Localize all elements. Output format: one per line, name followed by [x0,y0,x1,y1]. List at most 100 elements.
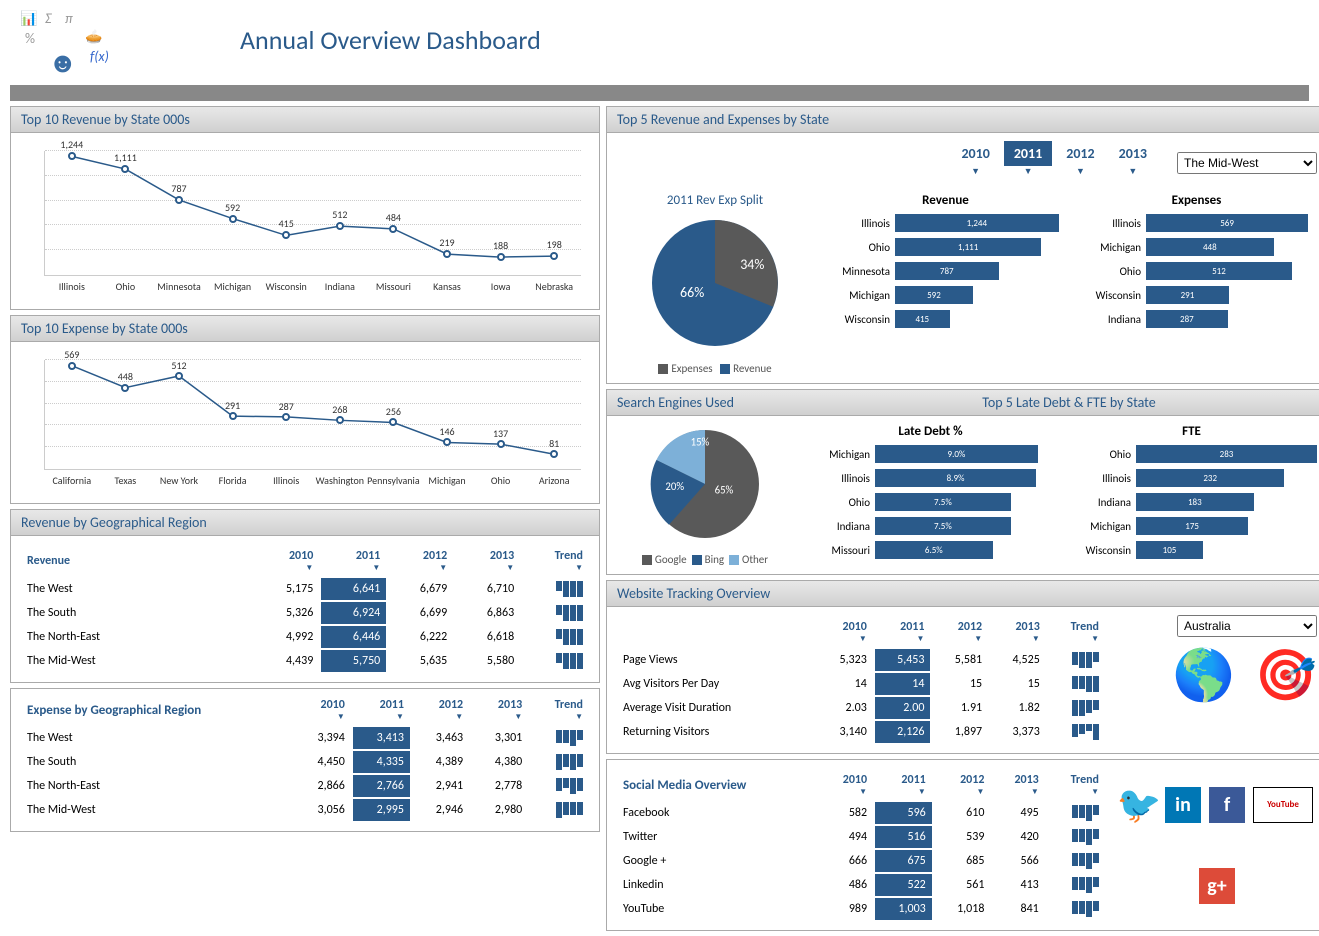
filter-icon[interactable]: ▼ [951,166,999,177]
bar-fill: 175 [1136,517,1248,535]
data-label: 81 [549,437,559,450]
bar-label: Ohio [825,241,895,254]
bar-row: Minnesota 787 [825,261,1066,281]
year-tabs: 2010▼2011▼2012▼2013▼ [951,141,1157,177]
x-axis-label: Michigan [214,280,251,293]
bar-fill: 7.5% [875,493,1011,511]
bar-fill: 787 [895,262,999,280]
data-point [68,152,76,160]
data-label: 219 [439,236,454,249]
data-label: 512 [332,208,347,221]
data-label: 1,111 [114,151,137,164]
data-label: 569 [64,348,79,361]
year-header[interactable]: 2012▼ [932,617,988,647]
data-point [497,440,505,448]
table-row: Page Views5,3235,4535,5814,525 [617,649,1105,671]
year-header[interactable]: Trend▼ [522,546,589,576]
bar-row: Illinois 1,244 [825,213,1066,233]
bar-fill: 512 [1146,262,1292,280]
year-tab-2010[interactable]: 2010 [951,141,999,166]
bar-label: Ohio [1076,265,1146,278]
bar-label: Wisconsin [825,313,895,326]
year-header[interactable]: 2013▼ [455,546,520,576]
target-icon: 🎯 [1255,645,1317,706]
bar-row: Indiana 287 [1076,309,1317,329]
data-point [121,165,129,173]
data-point [443,438,451,446]
website-tracking-panel: Website Tracking Overview 2010▼2011▼2012… [606,580,1319,754]
filter-icon[interactable]: ▼ [1004,166,1052,177]
trend-sparkline [536,778,583,794]
year-header[interactable]: Trend▼ [1048,617,1105,647]
website-region-select[interactable]: Australia [1177,615,1317,637]
year-header[interactable]: 2013▼ [471,695,528,725]
year-header[interactable]: 2011▼ [321,546,386,576]
trend-sparkline [536,754,583,770]
year-header[interactable]: 2012▼ [388,546,453,576]
bar-fill: 283 [1136,445,1317,463]
bar-label: Illinois [825,217,895,230]
trend-sparkline [1054,652,1099,668]
bar-label: Illinois [1066,472,1136,485]
bar-row: Illinois 232 [1066,468,1317,488]
revenue-bars-header: Revenue [825,193,1066,208]
year-header[interactable]: Trend▼ [1047,770,1105,800]
bar-row: Illinois 569 [1076,213,1317,233]
bar-fill: 287 [1146,310,1228,328]
data-point [121,384,129,392]
fte-header: FTE [1066,424,1317,439]
x-axis-label: Illinois [273,474,299,487]
trend-sparkline [1053,829,1099,845]
year-header[interactable]: 2010▼ [817,617,873,647]
trend-sparkline [536,802,583,818]
panel-title: Top 5 Late Debt & FTE by State [823,394,1315,411]
bar-fill: 592 [895,286,973,304]
trend-sparkline [1053,877,1099,893]
data-label: 188 [493,239,508,252]
year-tab-2012[interactable]: 2012 [1056,141,1104,166]
trend-sparkline [528,605,583,621]
filter-icon[interactable]: ▼ [1109,166,1157,177]
bar-row: Illinois 8.9% [805,468,1056,488]
x-axis-label: Iowa [491,280,511,293]
x-axis-label: Missouri [376,280,411,293]
year-tab-2011[interactable]: 2011 [1004,141,1052,166]
table-title [617,617,815,647]
year-header[interactable]: 2012▼ [412,695,469,725]
year-header[interactable]: 2010▼ [254,546,319,576]
year-header[interactable]: 2011▼ [875,770,932,800]
table-row: The Mid-West4,4395,7505,6355,580 [21,650,589,672]
year-header[interactable]: 2011▼ [875,617,931,647]
x-axis-label: Minnesota [157,280,201,293]
pie-title: 2011 Rev Exp Split [615,193,815,208]
bar-label: Minnesota [825,265,895,278]
data-point [389,225,397,233]
table-title: Social Media Overview [617,770,819,800]
x-axis-label: New York [160,474,198,487]
social-media-panel: Social Media Overview2010▼2011▼2012▼2013… [606,759,1319,931]
bar-fill: 448 [1146,238,1274,256]
year-header[interactable]: 2013▼ [992,770,1044,800]
data-point [282,413,290,421]
filter-icon[interactable]: ▼ [1056,166,1104,177]
table-row: YouTube9891,0031,018841 [617,898,1105,920]
year-header[interactable]: 2013▼ [990,617,1046,647]
x-axis-label: Florida [219,474,247,487]
year-header[interactable]: Trend▼ [530,695,589,725]
region-select[interactable]: The Mid-West [1177,152,1317,174]
data-point [229,412,237,420]
year-header[interactable]: 2011▼ [353,695,410,725]
year-header[interactable]: 2012▼ [934,770,991,800]
bar-fill: 183 [1136,493,1254,511]
year-header[interactable]: 2010▼ [821,770,873,800]
year-header[interactable]: 2010▼ [294,695,351,725]
year-tab-2013[interactable]: 2013 [1109,141,1157,166]
bar-label: Indiana [1066,496,1136,509]
table-row: Average Visit Duration2.032.001.911.82 [617,697,1105,719]
trend-sparkline [1054,700,1099,716]
x-axis-label: Wisconsin [266,280,307,293]
top10-expense-panel: Top 10 Expense by State 000s 569Californ… [10,315,600,504]
bar-row: Michigan 592 [825,285,1066,305]
table-row: The North-East2,8662,7662,9412,778 [21,775,589,797]
row-header: Revenue [27,554,70,568]
